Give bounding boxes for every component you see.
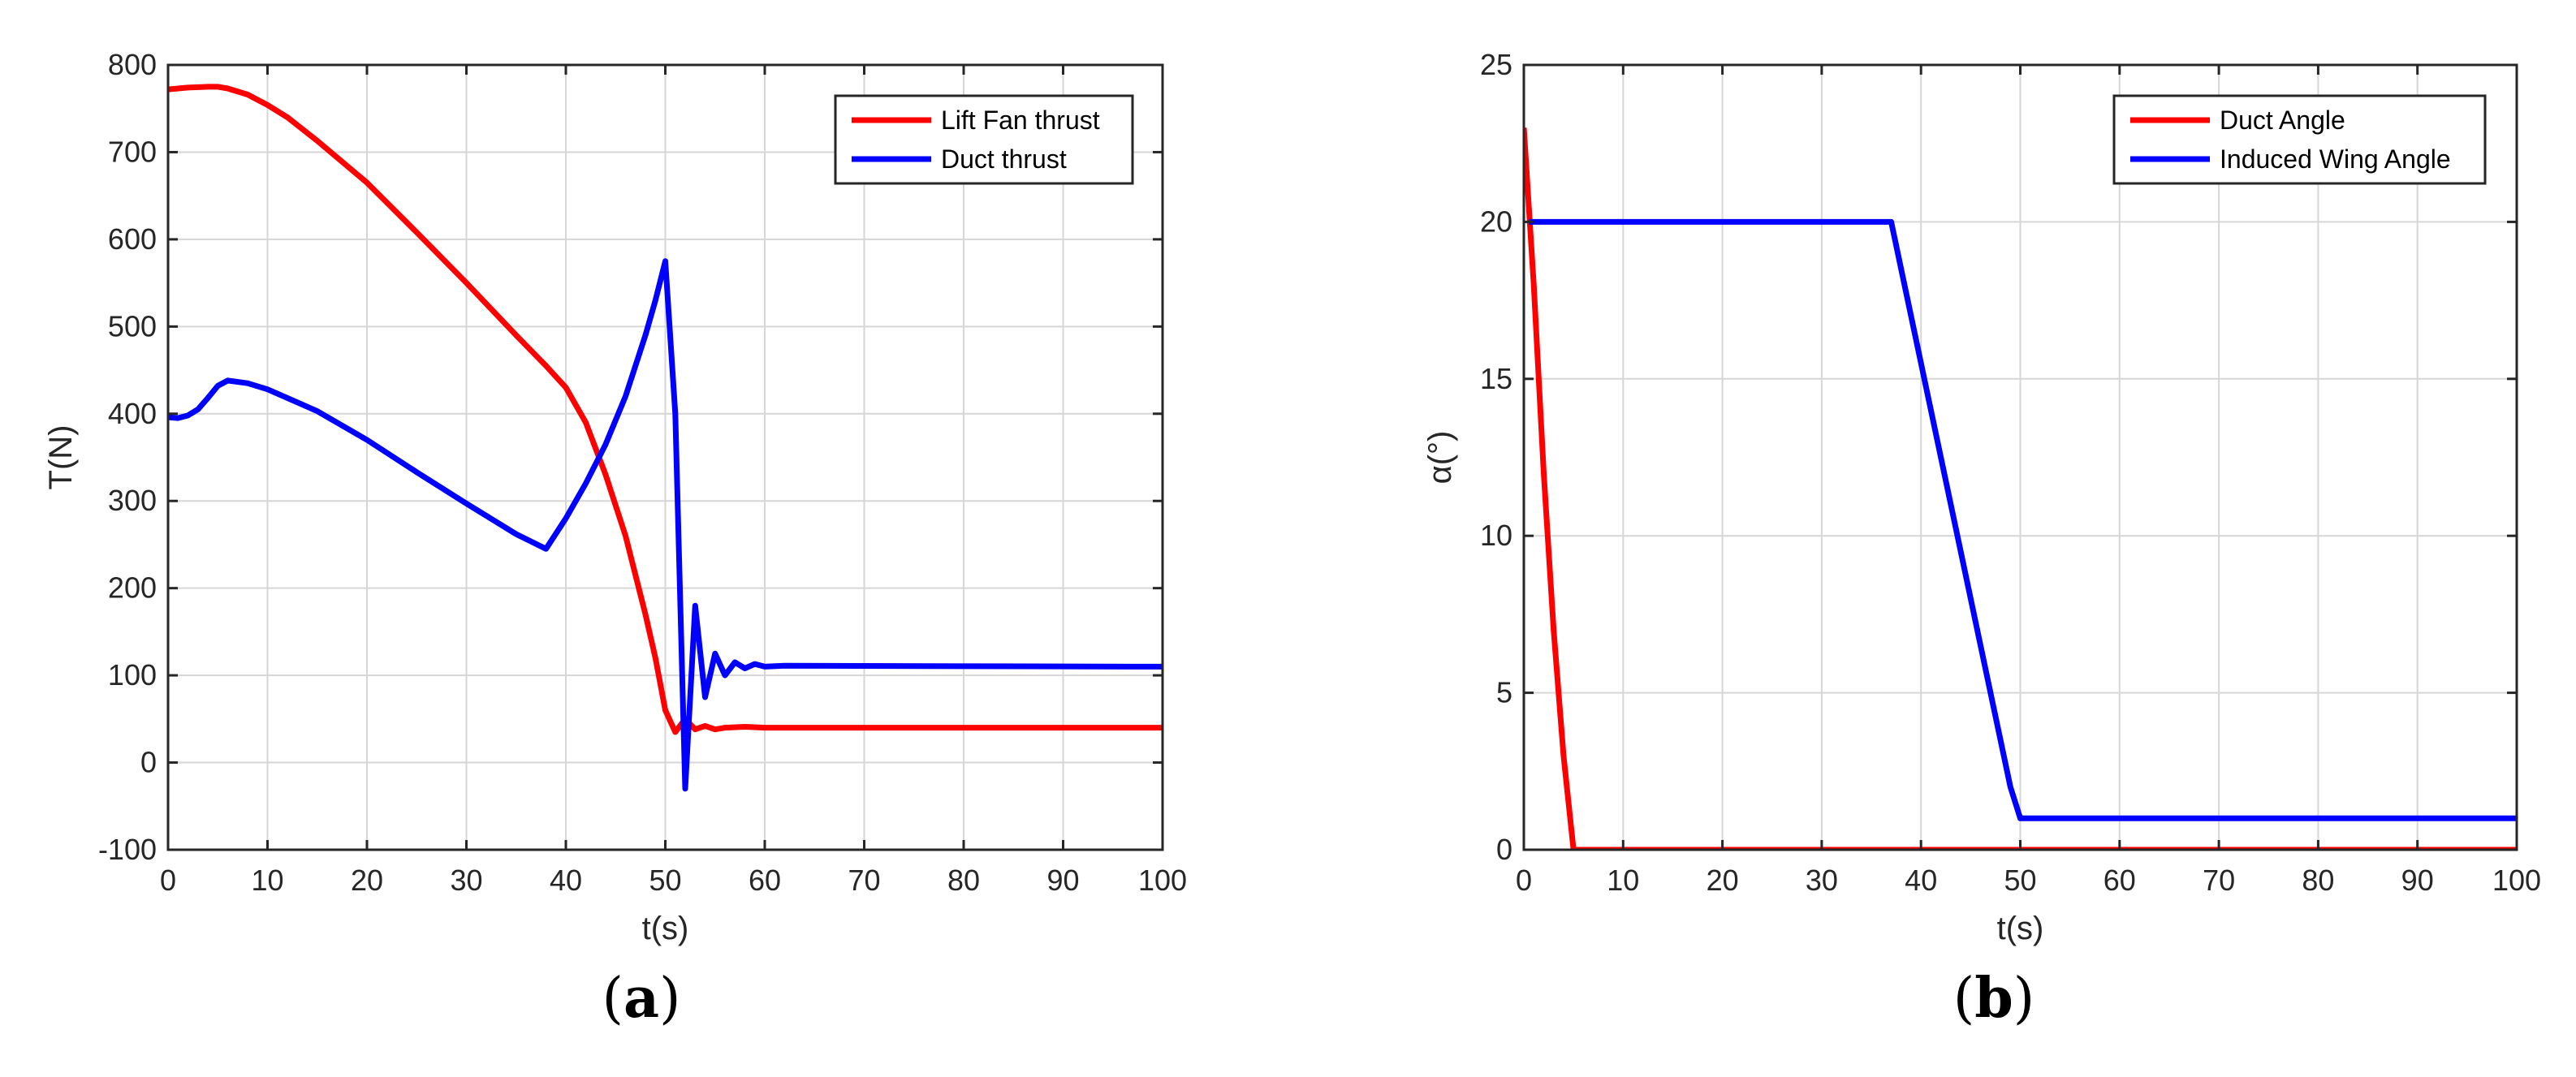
x-tick-label: 30 xyxy=(1806,864,1838,897)
y-tick-label: 600 xyxy=(108,222,157,256)
y-tick-label: 200 xyxy=(108,571,157,605)
y-tick-label: 800 xyxy=(108,48,157,81)
panel-caption-b: (b) xyxy=(1952,966,2035,1031)
y-tick-label: 0 xyxy=(140,746,157,779)
y-tick-label: 0 xyxy=(1496,833,1512,866)
x-tick-label: 40 xyxy=(1905,864,1937,897)
legend-box xyxy=(2112,94,2487,185)
y-tick-label: -100 xyxy=(98,833,157,866)
x-tick-label: 100 xyxy=(1138,864,1187,897)
x-tick-label: 80 xyxy=(947,864,980,897)
y-tick-label: 500 xyxy=(108,309,157,342)
x-tick-label: 50 xyxy=(2004,864,2036,897)
x-axis-label: t(s) xyxy=(1997,911,2044,946)
x-tick-label: 0 xyxy=(160,864,176,897)
legend-label: Induced Wing Angle xyxy=(2220,144,2451,174)
legend-label: Duct thrust xyxy=(941,144,1067,174)
x-tick-label: 10 xyxy=(251,864,283,897)
y-tick-label: 10 xyxy=(1480,519,1512,552)
y-tick-label: 300 xyxy=(108,484,157,517)
x-tick-label: 10 xyxy=(1607,864,1639,897)
y-tick-label: 25 xyxy=(1480,48,1512,81)
legend-label: Duct Angle xyxy=(2220,106,2345,135)
x-tick-label: 70 xyxy=(848,864,880,897)
x-tick-label: 20 xyxy=(1707,864,1739,897)
series-line-induced-wing-angle xyxy=(1529,218,2517,821)
series-line-duct-thrust xyxy=(168,258,1163,792)
x-tick-label: 20 xyxy=(351,864,383,897)
x-tick-label: 80 xyxy=(2302,864,2334,897)
x-tick-label: 60 xyxy=(2104,864,2136,897)
legend: Duct Angle Induced Wing Angle xyxy=(2112,94,2487,185)
y-tick-label: 20 xyxy=(1480,205,1512,238)
chart-a: 0 10 20 30 40 50 60 70 80 90 100-10001002003004005… xyxy=(43,48,1187,946)
x-tick-label: 70 xyxy=(2203,864,2235,897)
series-line-duct-angle xyxy=(1524,127,2517,850)
y-tick-label: 5 xyxy=(1496,676,1512,709)
x-tick-label: 30 xyxy=(450,864,482,897)
x-tick-label: 60 xyxy=(749,864,781,897)
x-axis-label: t(s) xyxy=(642,911,689,946)
y-axis-label: α(°) xyxy=(1422,431,1458,485)
x-tick-label: 90 xyxy=(1046,864,1079,897)
legend-label: Lift Fan thrust xyxy=(941,106,1100,135)
x-tick-label: 90 xyxy=(2401,864,2434,897)
y-tick-label: 15 xyxy=(1480,362,1512,395)
panel-caption-a: (a) xyxy=(602,966,681,1031)
x-tick-label: 40 xyxy=(550,864,582,897)
x-tick-label: 50 xyxy=(649,864,681,897)
x-tick-label: 0 xyxy=(1516,864,1532,897)
series-line-lift-fan-thrust xyxy=(168,84,1163,735)
y-tick-label: 100 xyxy=(108,658,157,691)
y-tick-label: 700 xyxy=(108,135,157,168)
legend-box xyxy=(834,94,1134,185)
legend: Lift Fan thrust Duct thrust xyxy=(834,94,1134,185)
y-tick-label: 400 xyxy=(108,397,157,430)
y-axis-label: T(N) xyxy=(43,425,79,490)
x-tick-label: 100 xyxy=(2492,864,2541,897)
chart-b: 0 10 20 30 40 50 60 70 80 90 100 0 5 10 15 20 25 t(s) α(°)… xyxy=(1422,48,2541,946)
